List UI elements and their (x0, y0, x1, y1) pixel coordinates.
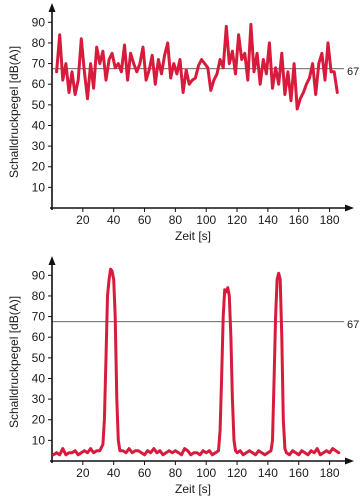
reference-line-label: 67 (347, 319, 359, 331)
x-tick-label: 140 (258, 466, 278, 480)
x-tick-label: 80 (169, 213, 183, 227)
y-tick-label: 30 (32, 392, 46, 406)
x-tick-label: 180 (320, 213, 340, 227)
y-tick-label: 40 (32, 371, 46, 385)
chart-bottom: Schalldruckpegel [dB(A)] Zeit [s] 67 10 2… (7, 256, 359, 496)
x-tick-label: 20 (76, 213, 90, 227)
x-tick-label: 40 (107, 213, 121, 227)
x-axis-arrow (345, 204, 354, 212)
x-tick-label: 120 (227, 466, 247, 480)
x-tick-label: 160 (289, 213, 309, 227)
x-tick-label: 100 (196, 466, 216, 480)
series-line (55, 22, 339, 111)
y-tick-label: 60 (32, 330, 46, 344)
y-tick-label: 70 (32, 310, 46, 324)
y-tick-label: 50 (32, 351, 46, 365)
series-line (52, 267, 341, 457)
x-axis-label: Zeit [s] (175, 229, 211, 243)
y-tick-label: 90 (32, 268, 46, 282)
y-axis-label: Schalldruckpegel [dB(A)] (7, 46, 21, 178)
x-tick-label: 120 (227, 213, 247, 227)
x-tick-label: 100 (196, 213, 216, 227)
y-tick-label: 80 (32, 289, 46, 303)
y-tick-label: 60 (32, 77, 46, 91)
y-tick-label: 90 (32, 15, 46, 29)
y-tick-label: 10 (32, 433, 46, 447)
y-tick-label: 80 (32, 36, 46, 50)
x-axis-label: Zeit [s] (175, 482, 211, 496)
chart-top: Schalldruckpegel [dB(A)] Zeit [s] 67 10 2… (7, 3, 359, 243)
x-tick-label: 80 (169, 466, 183, 480)
x-tick-label: 40 (107, 466, 121, 480)
x-tick-label: 60 (138, 213, 152, 227)
y-axis-arrow (48, 3, 56, 12)
x-tick-label: 20 (76, 466, 90, 480)
x-axis-arrow (345, 457, 354, 465)
x-tick-label: 60 (138, 466, 152, 480)
y-axis-arrow (48, 256, 56, 265)
y-tick-label: 10 (32, 180, 46, 194)
y-tick-label: 70 (32, 57, 46, 71)
x-tick-label: 180 (320, 466, 340, 480)
y-tick-label: 20 (32, 160, 46, 174)
x-tick-label: 140 (258, 213, 278, 227)
x-tick-label: 160 (289, 466, 309, 480)
y-tick-label: 20 (32, 413, 46, 427)
y-tick-label: 40 (32, 118, 46, 132)
y-tick-label: 50 (32, 98, 46, 112)
reference-line-label: 67 (347, 66, 359, 78)
y-tick-label: 30 (32, 139, 46, 153)
y-axis-label: Schalldruckpegel [dB(A)] (7, 296, 21, 428)
